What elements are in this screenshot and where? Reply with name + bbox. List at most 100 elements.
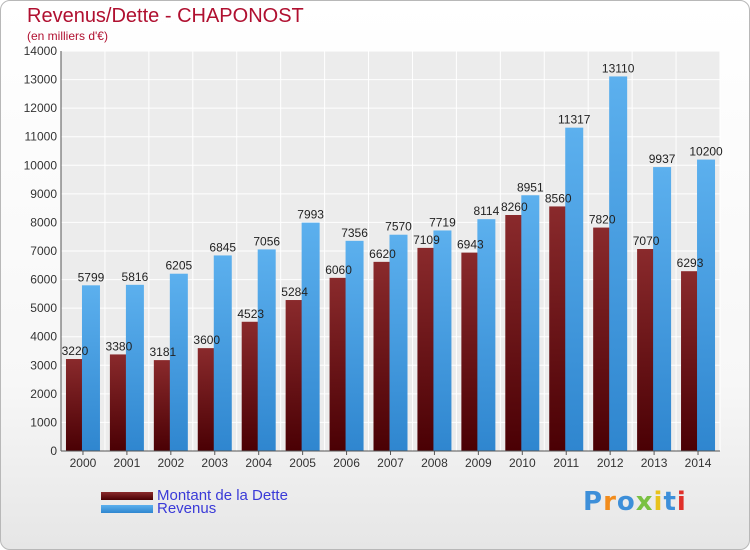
legend-item-revenus: Revenus <box>101 501 216 517</box>
data-label-revenus: 7719 <box>429 215 456 229</box>
bar-dette <box>637 249 656 451</box>
x-tick-label: 2000 <box>70 456 97 470</box>
x-tick-label: 2010 <box>509 456 536 470</box>
data-label-dette: 3380 <box>106 339 133 353</box>
bar-dette <box>197 348 216 451</box>
y-tick-label: 3000 <box>30 358 57 372</box>
bar-revenus <box>433 230 452 451</box>
bar-revenus <box>521 195 540 451</box>
bar-revenus <box>125 284 144 451</box>
proxiti-logo: Proxiti <box>583 487 687 517</box>
logo-letter: P <box>583 487 604 517</box>
axis-layer: 0 1000 2000 3000 4000 5000 6000 7000 8000 9000 100… <box>24 44 720 470</box>
bar-dette <box>681 271 700 451</box>
bar-revenus <box>477 219 496 451</box>
x-tick-label: 2013 <box>641 456 668 470</box>
logo-letter: i <box>676 487 687 517</box>
bar-dette <box>549 206 568 451</box>
data-label-revenus: 7993 <box>297 208 324 222</box>
legend-label-revenus: Revenus <box>157 500 217 517</box>
y-tick-label: 14000 <box>24 44 58 58</box>
y-tick-label: 0 <box>50 444 57 458</box>
x-tick-label: 2003 <box>201 456 228 470</box>
logo-letter: i <box>653 487 664 517</box>
data-label-revenus: 7056 <box>253 234 280 248</box>
data-label-revenus: 9937 <box>649 152 676 166</box>
data-label-revenus: 13110 <box>602 61 635 75</box>
data-label-dette: 5284 <box>281 285 308 299</box>
logo-letter: x <box>635 487 654 517</box>
bar-revenus <box>301 222 320 451</box>
chart-subtitle: (en milliers d'€) <box>27 29 108 43</box>
x-tick-label: 2012 <box>597 456 624 470</box>
data-label-dette: 7109 <box>413 233 440 247</box>
y-tick-label: 10000 <box>24 158 58 172</box>
bar-revenus <box>213 255 232 451</box>
x-tick-label: 2014 <box>685 456 712 470</box>
data-label-revenus: 5816 <box>122 270 149 284</box>
legend-item-dette: Montant de la Dette <box>101 488 288 504</box>
bar-dette <box>505 215 524 451</box>
bar-revenus <box>609 76 628 451</box>
data-label-dette: 8260 <box>501 200 528 214</box>
y-tick-label: 12000 <box>24 101 58 115</box>
bar-revenus <box>653 167 672 452</box>
logo-letter: o <box>616 487 636 517</box>
data-label-dette: 6620 <box>369 247 396 261</box>
x-tick-label: 2004 <box>245 456 272 470</box>
bar-dette <box>153 360 172 451</box>
y-tick-label: 13000 <box>24 73 58 87</box>
bar-revenus <box>389 234 408 451</box>
x-tick-label: 2009 <box>465 456 492 470</box>
data-label-dette: 6060 <box>325 263 352 277</box>
data-label-revenus: 5799 <box>78 270 105 284</box>
x-tick-label: 2008 <box>421 456 448 470</box>
legend-swatch-dette <box>101 492 153 500</box>
y-tick-label: 8000 <box>30 215 57 229</box>
data-label-dette: 3600 <box>193 333 220 347</box>
data-label-revenus: 10200 <box>689 145 723 159</box>
x-tick-label: 2005 <box>289 456 316 470</box>
x-tick-label: 2006 <box>333 456 360 470</box>
data-label-revenus: 11317 <box>558 113 591 127</box>
logo-letter: r <box>603 487 617 517</box>
chart-title: Revenus/Dette - CHAPONOST <box>27 5 304 27</box>
data-label-revenus: 7356 <box>341 226 368 240</box>
bar-dette <box>417 247 436 451</box>
data-label-revenus: 8114 <box>473 204 499 218</box>
bar-dette <box>285 300 304 451</box>
data-label-dette: 7070 <box>633 234 660 248</box>
data-label-dette: 6943 <box>457 238 484 252</box>
y-tick-label: 9000 <box>30 187 57 201</box>
bar-revenus <box>345 240 364 451</box>
data-label-revenus: 6845 <box>209 240 236 254</box>
x-tick-label: 2002 <box>157 456 184 470</box>
x-tick-label: 2001 <box>114 456 141 470</box>
bar-revenus <box>565 127 584 452</box>
y-tick-label: 2000 <box>30 387 57 401</box>
y-tick-label: 1000 <box>30 415 57 429</box>
bar-dette <box>373 261 392 451</box>
bar-revenus <box>169 273 188 451</box>
y-tick-label: 4000 <box>30 330 57 344</box>
bar-revenus <box>81 285 100 451</box>
data-label-dette: 6293 <box>677 256 704 270</box>
x-tick-label: 2011 <box>553 456 579 470</box>
data-label-revenus: 7570 <box>385 220 412 234</box>
y-tick-label: 5000 <box>30 301 57 315</box>
y-tick-label: 7000 <box>30 244 57 258</box>
data-label-dette: 3220 <box>62 344 89 358</box>
bar-dette <box>329 277 348 451</box>
y-tick-label: 11000 <box>25 130 58 144</box>
logo-letter: t <box>663 487 677 517</box>
x-tick-label: 2007 <box>377 456 404 470</box>
y-tick-label: 6000 <box>30 273 57 287</box>
data-label-dette: 4523 <box>237 307 264 321</box>
data-label-dette: 7820 <box>589 213 616 227</box>
legend-label-dette: Montant de la Dette <box>157 487 288 504</box>
bar-chart: 3220 5799 3380 5816 3181 6205 3600 6845 4523 7056… <box>24 44 723 470</box>
bar-revenus <box>257 249 276 451</box>
data-label-revenus: 8951 <box>517 180 544 194</box>
bar-dette <box>461 252 480 451</box>
